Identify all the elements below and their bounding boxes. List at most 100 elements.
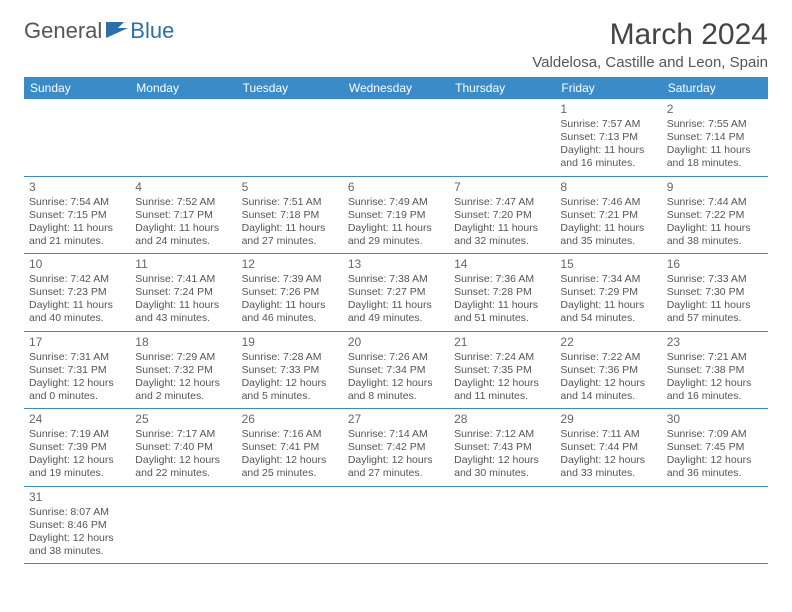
logo-text-blue: Blue: [130, 18, 174, 44]
logo-text-general: General: [24, 18, 102, 44]
calendar-week: 31Sunrise: 8:07 AMSunset: 8:46 PMDayligh…: [24, 486, 768, 564]
daylight-text: Daylight: 11 hours and 51 minutes.: [454, 299, 550, 325]
sunset-text: Sunset: 7:21 PM: [560, 209, 656, 222]
sunset-text: Sunset: 7:28 PM: [454, 286, 550, 299]
calendar-day: 19Sunrise: 7:28 AMSunset: 7:33 PMDayligh…: [237, 331, 343, 409]
sunrise-text: Sunrise: 7:54 AM: [29, 196, 125, 209]
daylight-text: Daylight: 11 hours and 21 minutes.: [29, 222, 125, 248]
daylight-text: Daylight: 12 hours and 36 minutes.: [667, 454, 763, 480]
dayname-header: Sunday: [24, 77, 130, 99]
calendar-day: 11Sunrise: 7:41 AMSunset: 7:24 PMDayligh…: [130, 254, 236, 332]
calendar-day: 28Sunrise: 7:12 AMSunset: 7:43 PMDayligh…: [449, 409, 555, 487]
day-number: 5: [242, 180, 338, 195]
calendar-table: SundayMondayTuesdayWednesdayThursdayFrid…: [24, 77, 768, 564]
sunrise-text: Sunrise: 7:33 AM: [667, 273, 763, 286]
sunset-text: Sunset: 7:32 PM: [135, 364, 231, 377]
day-number: 1: [560, 102, 656, 117]
daylight-text: Daylight: 12 hours and 0 minutes.: [29, 377, 125, 403]
sunset-text: Sunset: 7:15 PM: [29, 209, 125, 222]
calendar-day-empty: [449, 99, 555, 176]
sunrise-text: Sunrise: 7:47 AM: [454, 196, 550, 209]
sunrise-text: Sunrise: 7:41 AM: [135, 273, 231, 286]
sunset-text: Sunset: 7:19 PM: [348, 209, 444, 222]
calendar-day: 9Sunrise: 7:44 AMSunset: 7:22 PMDaylight…: [662, 176, 768, 254]
sunset-text: Sunset: 7:22 PM: [667, 209, 763, 222]
daylight-text: Daylight: 12 hours and 30 minutes.: [454, 454, 550, 480]
sunrise-text: Sunrise: 7:57 AM: [560, 118, 656, 131]
daylight-text: Daylight: 12 hours and 19 minutes.: [29, 454, 125, 480]
calendar-day: 21Sunrise: 7:24 AMSunset: 7:35 PMDayligh…: [449, 331, 555, 409]
daylight-text: Daylight: 12 hours and 8 minutes.: [348, 377, 444, 403]
day-number: 17: [29, 335, 125, 350]
calendar-week: 17Sunrise: 7:31 AMSunset: 7:31 PMDayligh…: [24, 331, 768, 409]
daylight-text: Daylight: 12 hours and 14 minutes.: [560, 377, 656, 403]
daylight-text: Daylight: 11 hours and 54 minutes.: [560, 299, 656, 325]
calendar-day: 25Sunrise: 7:17 AMSunset: 7:40 PMDayligh…: [130, 409, 236, 487]
calendar-day: 13Sunrise: 7:38 AMSunset: 7:27 PMDayligh…: [343, 254, 449, 332]
calendar-day-empty: [130, 486, 236, 564]
daylight-text: Daylight: 11 hours and 57 minutes.: [667, 299, 763, 325]
sunset-text: Sunset: 7:45 PM: [667, 441, 763, 454]
dayname-header: Monday: [130, 77, 236, 99]
day-number: 8: [560, 180, 656, 195]
calendar-day-empty: [130, 99, 236, 176]
daylight-text: Daylight: 12 hours and 38 minutes.: [29, 532, 125, 558]
calendar-day: 26Sunrise: 7:16 AMSunset: 7:41 PMDayligh…: [237, 409, 343, 487]
daylight-text: Daylight: 12 hours and 16 minutes.: [667, 377, 763, 403]
sunrise-text: Sunrise: 7:51 AM: [242, 196, 338, 209]
daylight-text: Daylight: 11 hours and 38 minutes.: [667, 222, 763, 248]
calendar-week: 1Sunrise: 7:57 AMSunset: 7:13 PMDaylight…: [24, 99, 768, 176]
daylight-text: Daylight: 11 hours and 49 minutes.: [348, 299, 444, 325]
sunset-text: Sunset: 7:14 PM: [667, 131, 763, 144]
day-number: 4: [135, 180, 231, 195]
calendar-week: 24Sunrise: 7:19 AMSunset: 7:39 PMDayligh…: [24, 409, 768, 487]
calendar-day: 5Sunrise: 7:51 AMSunset: 7:18 PMDaylight…: [237, 176, 343, 254]
daylight-text: Daylight: 12 hours and 5 minutes.: [242, 377, 338, 403]
sunset-text: Sunset: 7:23 PM: [29, 286, 125, 299]
sunrise-text: Sunrise: 7:44 AM: [667, 196, 763, 209]
day-number: 11: [135, 257, 231, 272]
sunrise-text: Sunrise: 7:12 AM: [454, 428, 550, 441]
calendar-day: 14Sunrise: 7:36 AMSunset: 7:28 PMDayligh…: [449, 254, 555, 332]
daylight-text: Daylight: 11 hours and 18 minutes.: [667, 144, 763, 170]
daylight-text: Daylight: 11 hours and 29 minutes.: [348, 222, 444, 248]
daylight-text: Daylight: 12 hours and 2 minutes.: [135, 377, 231, 403]
day-number: 14: [454, 257, 550, 272]
sunrise-text: Sunrise: 7:42 AM: [29, 273, 125, 286]
calendar-day-empty: [237, 486, 343, 564]
sunset-text: Sunset: 7:43 PM: [454, 441, 550, 454]
calendar-day: 15Sunrise: 7:34 AMSunset: 7:29 PMDayligh…: [555, 254, 661, 332]
sunset-text: Sunset: 7:38 PM: [667, 364, 763, 377]
day-number: 16: [667, 257, 763, 272]
day-number: 9: [667, 180, 763, 195]
sunrise-text: Sunrise: 7:34 AM: [560, 273, 656, 286]
calendar-day: 18Sunrise: 7:29 AMSunset: 7:32 PMDayligh…: [130, 331, 236, 409]
sunset-text: Sunset: 7:26 PM: [242, 286, 338, 299]
day-number: 12: [242, 257, 338, 272]
day-number: 15: [560, 257, 656, 272]
calendar-day: 22Sunrise: 7:22 AMSunset: 7:36 PMDayligh…: [555, 331, 661, 409]
sunset-text: Sunset: 7:42 PM: [348, 441, 444, 454]
calendar-day-empty: [343, 99, 449, 176]
day-number: 27: [348, 412, 444, 427]
sunrise-text: Sunrise: 7:21 AM: [667, 351, 763, 364]
dayname-header: Saturday: [662, 77, 768, 99]
calendar-day: 30Sunrise: 7:09 AMSunset: 7:45 PMDayligh…: [662, 409, 768, 487]
dayname-header: Thursday: [449, 77, 555, 99]
dayname-row: SundayMondayTuesdayWednesdayThursdayFrid…: [24, 77, 768, 99]
day-number: 3: [29, 180, 125, 195]
daylight-text: Daylight: 12 hours and 27 minutes.: [348, 454, 444, 480]
sunset-text: Sunset: 7:18 PM: [242, 209, 338, 222]
day-number: 18: [135, 335, 231, 350]
daylight-text: Daylight: 11 hours and 24 minutes.: [135, 222, 231, 248]
sunset-text: Sunset: 7:35 PM: [454, 364, 550, 377]
sunset-text: Sunset: 7:44 PM: [560, 441, 656, 454]
dayname-header: Friday: [555, 77, 661, 99]
page-title: March 2024: [532, 18, 768, 52]
daylight-text: Daylight: 12 hours and 11 minutes.: [454, 377, 550, 403]
day-number: 31: [29, 490, 125, 505]
daylight-text: Daylight: 12 hours and 22 minutes.: [135, 454, 231, 480]
sunrise-text: Sunrise: 7:11 AM: [560, 428, 656, 441]
sunrise-text: Sunrise: 7:26 AM: [348, 351, 444, 364]
calendar-week: 3Sunrise: 7:54 AMSunset: 7:15 PMDaylight…: [24, 176, 768, 254]
